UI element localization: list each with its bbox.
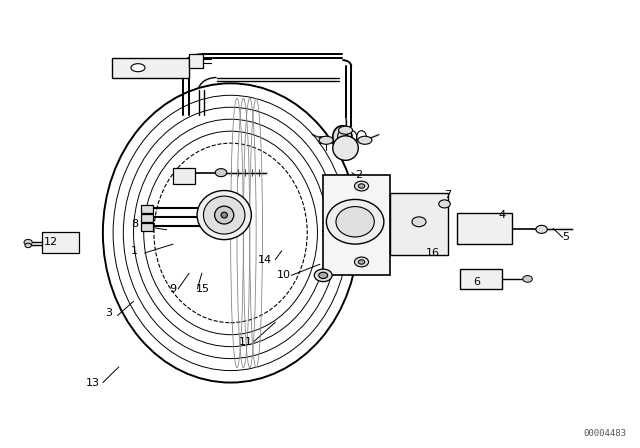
Text: 2: 2 bbox=[355, 170, 362, 180]
Bar bbox=[323, 175, 390, 276]
Ellipse shape bbox=[355, 181, 369, 191]
Bar bbox=[189, 54, 203, 68]
Ellipse shape bbox=[336, 207, 374, 237]
Ellipse shape bbox=[131, 64, 145, 72]
Bar bbox=[141, 205, 153, 213]
Text: 5: 5 bbox=[563, 233, 570, 242]
Ellipse shape bbox=[221, 212, 227, 218]
Text: 14: 14 bbox=[258, 255, 272, 265]
Ellipse shape bbox=[333, 126, 352, 148]
Ellipse shape bbox=[333, 136, 358, 160]
Bar bbox=[173, 168, 195, 184]
Ellipse shape bbox=[25, 243, 31, 248]
Text: 6: 6 bbox=[473, 277, 480, 287]
Bar bbox=[141, 214, 153, 222]
Ellipse shape bbox=[215, 168, 227, 177]
Ellipse shape bbox=[358, 184, 365, 188]
Ellipse shape bbox=[412, 217, 426, 227]
Text: 13: 13 bbox=[86, 378, 100, 388]
Text: 12: 12 bbox=[44, 237, 58, 247]
Text: 3: 3 bbox=[106, 308, 113, 319]
Ellipse shape bbox=[103, 83, 358, 383]
Ellipse shape bbox=[339, 126, 353, 134]
Ellipse shape bbox=[523, 276, 532, 282]
Text: 1: 1 bbox=[131, 246, 138, 256]
Ellipse shape bbox=[214, 206, 234, 224]
Text: 4: 4 bbox=[499, 210, 506, 220]
Ellipse shape bbox=[536, 225, 547, 233]
Bar bbox=[42, 232, 79, 253]
Text: 8: 8 bbox=[131, 219, 138, 229]
Ellipse shape bbox=[197, 190, 252, 240]
Ellipse shape bbox=[439, 200, 451, 208]
Ellipse shape bbox=[24, 239, 32, 245]
Ellipse shape bbox=[319, 272, 328, 279]
Text: 00004483: 00004483 bbox=[584, 429, 627, 439]
Text: 15: 15 bbox=[195, 284, 209, 294]
Text: 10: 10 bbox=[277, 270, 291, 280]
Ellipse shape bbox=[358, 260, 365, 264]
Text: 7: 7 bbox=[445, 190, 452, 200]
Text: 3: 3 bbox=[317, 136, 324, 146]
Text: 16: 16 bbox=[426, 248, 440, 258]
Bar bbox=[390, 193, 448, 255]
Bar bbox=[113, 58, 189, 78]
Bar bbox=[458, 213, 511, 244]
Ellipse shape bbox=[355, 257, 369, 267]
Ellipse shape bbox=[204, 196, 245, 234]
Ellipse shape bbox=[326, 199, 384, 244]
Ellipse shape bbox=[314, 269, 332, 282]
Ellipse shape bbox=[358, 136, 372, 144]
Ellipse shape bbox=[319, 136, 333, 144]
Bar bbox=[141, 223, 153, 231]
Text: 11: 11 bbox=[239, 337, 253, 347]
Text: 9: 9 bbox=[169, 284, 176, 294]
Bar bbox=[461, 269, 502, 289]
